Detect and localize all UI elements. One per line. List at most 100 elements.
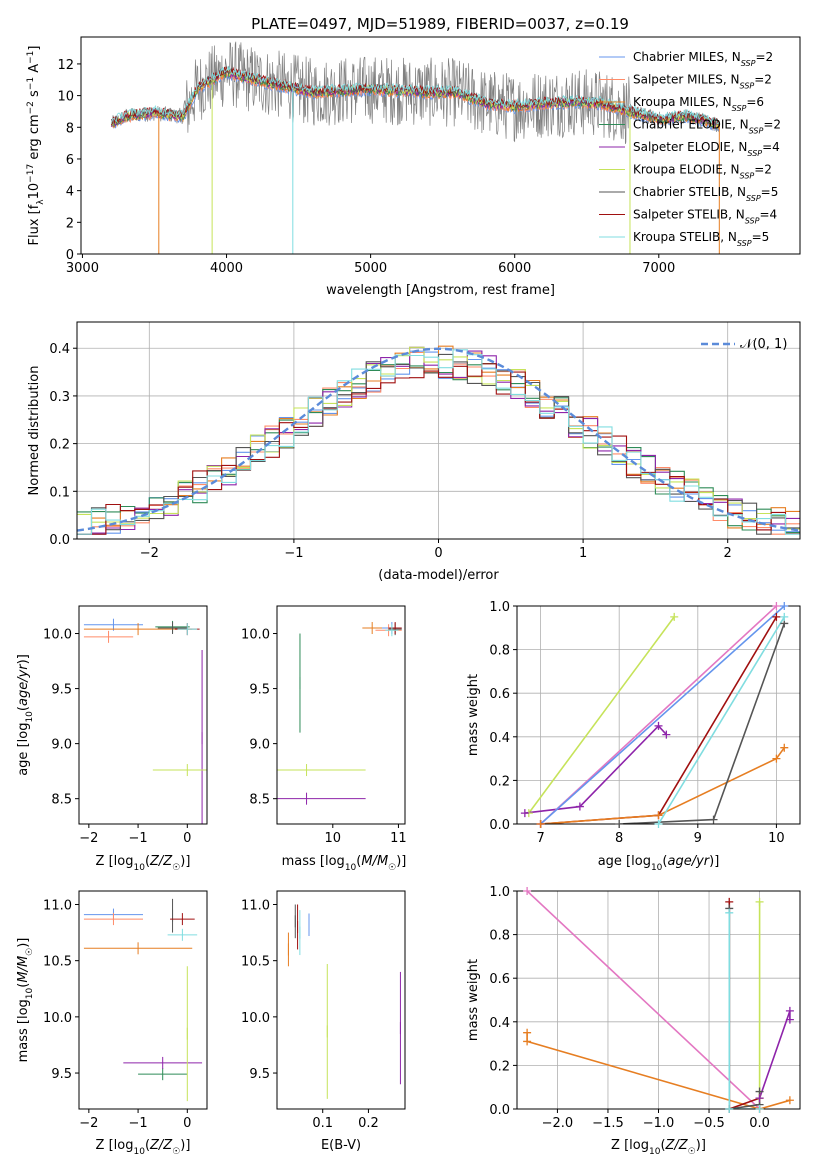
series-marker [662,730,671,739]
series-marker [780,612,789,621]
x-tick-label: 0 [183,831,191,846]
y-tick-label: 11.0 [241,898,270,913]
series-marker [523,887,532,895]
x-tick-label: −1.5 [592,1116,624,1131]
series-marker [785,1015,794,1024]
x-tick-label: 2 [724,546,732,561]
x-tick-label: 0.2 [358,1116,379,1131]
plot-area-mass-weight-age [524,606,786,824]
series-marker [755,1094,764,1103]
x-tick-label: 0.1 [312,1116,333,1131]
series-marker [772,602,781,610]
y-tick-label: 9.0 [51,738,72,753]
series-marker [523,1028,532,1037]
y-tick-label: 9.5 [249,1067,270,1082]
series-marker [709,815,718,824]
x-tick-label: 0 [183,1116,191,1131]
x-tick-label: 8 [615,831,623,846]
y-tick-label: 9.5 [249,683,270,698]
y-tick-label: 6 [66,153,74,168]
series-marker [785,1006,794,1015]
axes-frame [80,36,801,255]
y-axis-label: Flux [fλ10−17 erg cm−2 s−1 A−1] [26,46,46,246]
series-line [526,1032,791,1109]
x-tick-label: −1 [128,831,147,846]
y-tick-label: 0 [66,248,74,263]
y-tick-label: 0.8 [489,929,510,944]
x-axis-label: E(B-V) [321,1138,361,1153]
x-tick-label: 1 [579,546,587,561]
x-axis-label: Z [log10(Z/Z☉)] [96,854,191,873]
y-tick-label: 0.0 [49,533,70,548]
figure-title: PLATE=0497, MJD=51989, FIBERID=0037, z=0… [251,15,629,33]
plot-area-age-mass [277,622,402,805]
x-tick-label: 9 [694,831,702,846]
y-tick-label: 0.6 [489,972,510,987]
plot-mass-EBV: 0.1 0.2 9.5 10.0 10.5 11.0 E(B-V) [241,890,406,1153]
y-axis-label: mass [log10(M/M☉)] [16,938,35,1063]
x-tick-label: −1 [284,546,303,561]
x-tick-label: −1.0 [643,1116,675,1131]
plot-spectrum: 3000 4000 5000 6000 7000 0 2 4 6 8 10 12 wavelength … [26,36,801,298]
y-tick-label: 0.8 [489,644,510,659]
series-line [524,724,667,814]
series-marker [772,612,781,621]
x-tick-label: −2.0 [542,1116,574,1131]
legend-label: Chabrier MILES, NSSP=2 [633,50,773,68]
axes-frame [78,605,208,825]
x-axis-label: mass [log10(M/M☉)] [282,854,407,873]
legend-label: Salpeter ELODIE, NSSP=4 [633,140,780,158]
series-marker [670,612,679,621]
x-axis-label: Z [log10(Z/Z☉)] [96,1138,191,1157]
y-tick-label: 8.5 [51,793,72,808]
normal-curve [77,347,800,532]
y-tick-label: 1.0 [489,600,510,615]
x-axis-label: Z [log10(Z/Z☉)] [611,1138,706,1157]
axes-frame [78,890,208,1110]
x-tick-label: 11 [390,831,407,846]
x-tick-label: 6000 [498,261,531,276]
series-line [540,747,785,824]
series-marker [780,602,789,610]
legend-label: Salpeter STELIB, NSSP=4 [633,208,777,226]
y-tick-label: 0.6 [489,687,510,702]
series-marker [772,754,781,763]
y-tick-label: 0.2 [49,438,70,453]
legend-label: Chabrier ELODIE, NSSP=2 [633,118,781,136]
x-tick-label: −0.5 [693,1116,725,1131]
x-tick-label: 0 [434,546,442,561]
y-tick-label: 0.3 [49,390,70,405]
y-tick-label: 4 [66,185,74,200]
plot-area-residuals [77,345,800,535]
x-tick-label: 10 [768,831,785,846]
y-tick-label: 1.0 [489,885,510,900]
series-marker [575,802,584,811]
series-marker [785,1096,794,1105]
y-tick-label: 0.4 [489,731,510,746]
plot-area-spectrum [110,41,720,254]
y-axis-label: mass weight [466,674,481,756]
series-marker [654,721,663,730]
y-tick-label: 0.0 [489,1103,510,1118]
x-tick-label: 7000 [642,261,675,276]
series-line [728,908,761,1109]
x-tick-label: −2 [79,1116,98,1131]
y-axis-label: mass weight [466,959,481,1041]
y-tick-label: 9.0 [249,738,270,753]
series-line [728,912,760,1109]
plot-mass-Z: −2 −1 0 9.5 10.0 10.5 11.0 Z [log10(Z/Z☉)] mass … [16,890,208,1157]
series-marker [755,897,764,906]
x-axis-label: age [log10(age/yr)] [598,854,720,873]
series-marker [615,820,624,828]
y-tick-label: 0.2 [489,774,510,789]
y-tick-label: 0.4 [49,342,70,357]
y-tick-label: 0.4 [489,1016,510,1031]
x-tick-label: −2 [140,546,159,561]
plot-age-mass: 10 11 8.5 9.0 9.5 10.0 mass [log10(M/M☉)] [241,605,407,873]
plot-age-Z: −2 −1 0 8.5 9.0 9.5 10.0 Z [log10(Z/Z☉)] age [lo… [16,605,208,873]
series-marker [654,820,663,828]
plot-mass-weight-Z: −2.0 −1.5 −1.0 −0.5 0.0 0.0 0.2 0.4 0.6 0.8 1.0 Z [… [466,885,801,1157]
y-tick-label: 10.5 [43,955,72,970]
x-tick-label: 10 [325,831,342,846]
